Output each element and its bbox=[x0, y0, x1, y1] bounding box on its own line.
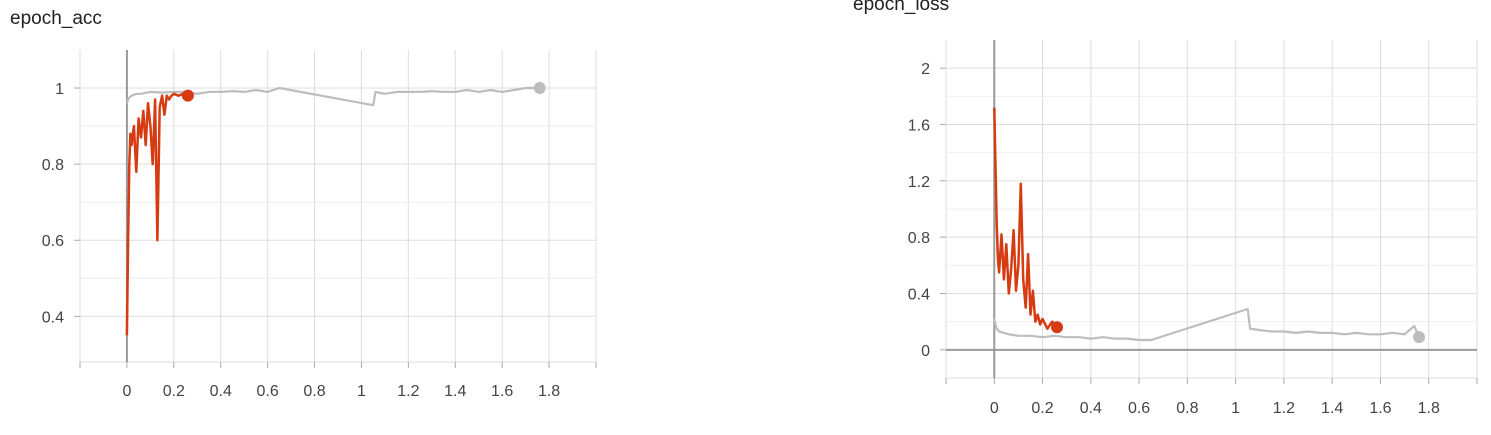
loss-y-tick-label: 1.6 bbox=[908, 118, 930, 135]
loss-x-tick-label: 0.2 bbox=[1031, 400, 1053, 417]
acc-y-tick-label: 0.4 bbox=[42, 309, 64, 326]
acc-x-tick-label: 1.4 bbox=[444, 383, 466, 400]
acc-y-tick-label: 0.6 bbox=[42, 233, 64, 250]
loss-x-tick-label: 1.2 bbox=[1273, 400, 1295, 417]
acc-series-end-marker-0 bbox=[533, 82, 546, 95]
loss-x-tick-label: 1.6 bbox=[1369, 400, 1391, 417]
loss-x-tick-label: 1.8 bbox=[1418, 400, 1440, 417]
acc-x-tick-label: 1.2 bbox=[397, 383, 419, 400]
acc-y-tick-label: 1 bbox=[55, 81, 64, 98]
loss-chart-title: epoch_loss bbox=[853, 0, 950, 15]
loss-y-tick-label: 2 bbox=[921, 61, 930, 78]
loss-x-tick-label: 0.4 bbox=[1080, 400, 1102, 417]
acc-x-tick-label: 0.4 bbox=[210, 383, 232, 400]
loss-y-tick-label: 0 bbox=[921, 343, 930, 360]
acc-y-tick-label: 0.8 bbox=[42, 157, 64, 174]
acc-x-tick-label: 0.8 bbox=[303, 383, 325, 400]
acc-x-tick-label: 0 bbox=[122, 383, 131, 400]
loss-grid bbox=[945, 40, 1478, 378]
loss-y-tick-label: 0.8 bbox=[908, 230, 930, 247]
loss-series-line-0 bbox=[993, 307, 1421, 342]
loss-y-tick-label: 0.4 bbox=[908, 287, 930, 304]
loss-x-tick-label: 0.6 bbox=[1128, 400, 1150, 417]
loss-x-tick-label: 0 bbox=[990, 400, 999, 417]
loss-x-tick-label: 1 bbox=[1231, 400, 1240, 417]
loss-series-end-marker-1 bbox=[1051, 321, 1064, 334]
acc-x-tick-label: 0.6 bbox=[257, 383, 279, 400]
acc-series-end-marker-1 bbox=[181, 89, 194, 102]
acc-chart-title: epoch_acc bbox=[10, 8, 102, 29]
loss-series-line-1 bbox=[993, 107, 1058, 330]
acc-x-tick-label: 1.6 bbox=[491, 383, 513, 400]
acc-x-tick-label: 1 bbox=[357, 383, 366, 400]
acc-series-line-1 bbox=[125, 92, 189, 336]
acc-series-line-0 bbox=[125, 86, 540, 107]
loss-x-tick-label: 1.4 bbox=[1321, 400, 1343, 417]
acc-x-tick-label: 1.8 bbox=[538, 383, 560, 400]
acc-x-tick-label: 0.2 bbox=[163, 383, 185, 400]
loss-y-tick-label: 1.2 bbox=[908, 174, 930, 191]
loss-series-end-marker-0 bbox=[1413, 331, 1426, 344]
loss-x-tick-label: 0.8 bbox=[1176, 400, 1198, 417]
